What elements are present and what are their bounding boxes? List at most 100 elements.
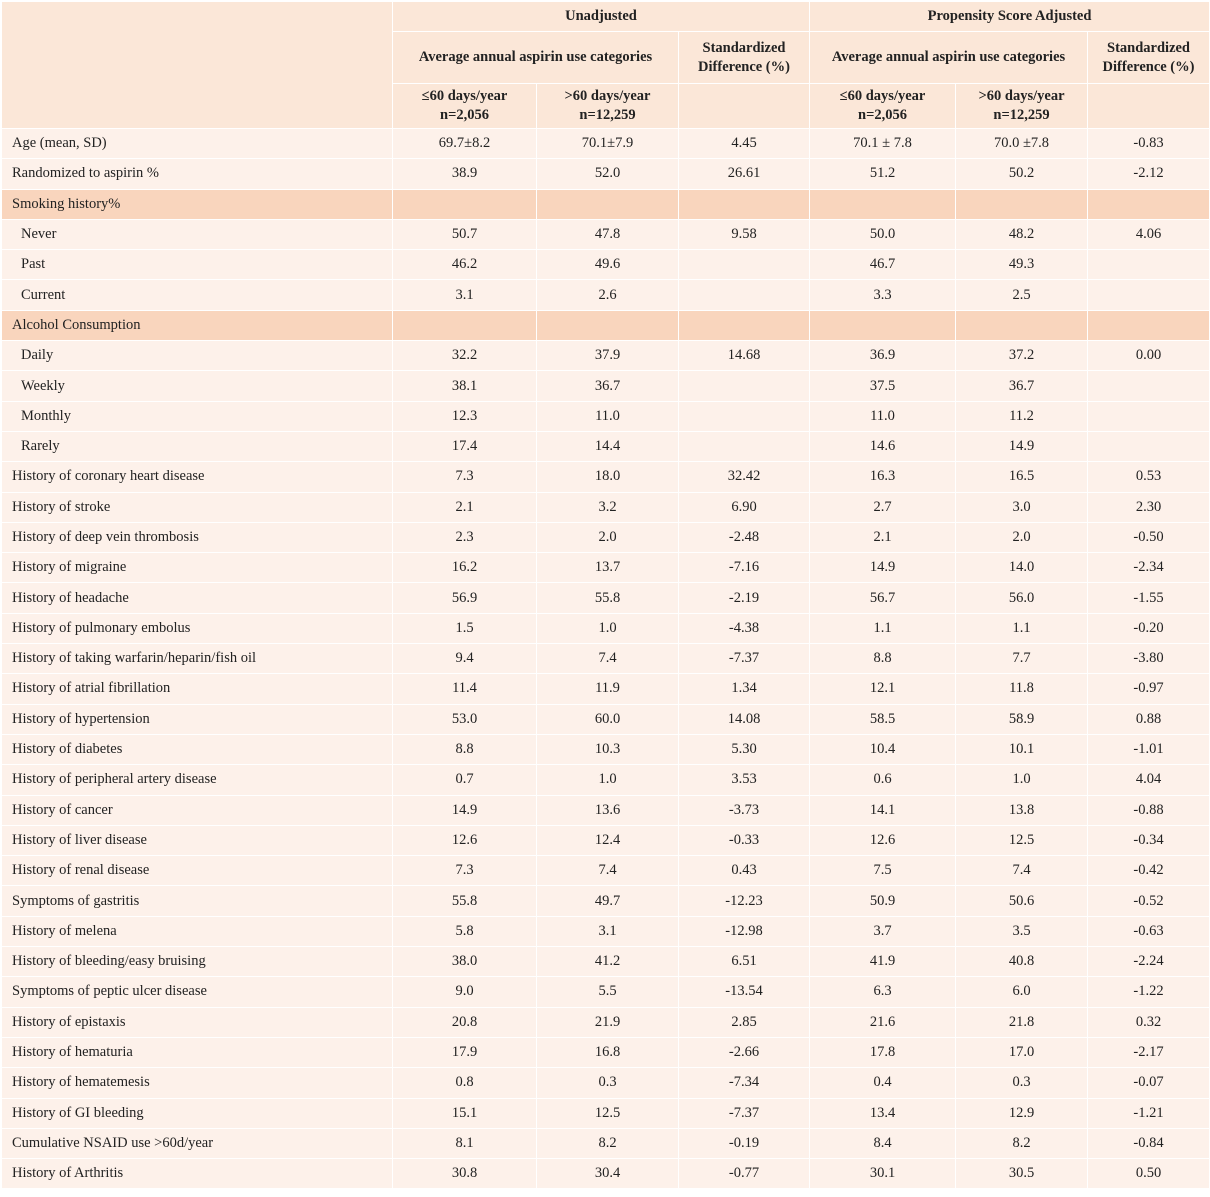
unadjusted-high-use-cell: 12.5 [536,1097,679,1129]
low-use-header-adjusted: ≤60 days/year n=2,056 [809,83,957,129]
unadjusted-high-use-cell: 2.0 [536,521,679,554]
adjusted-low-use-cell: 51.2 [809,158,957,190]
adjusted-low-use-cell: 56.7 [809,582,957,614]
row-label: Current [1,279,393,311]
unadjusted-high-use-cell: 13.7 [536,552,679,584]
unadjusted-low-use-cell: 9.0 [392,976,537,1008]
unadjusted-low-use-cell: 12.3 [392,400,537,432]
unadjusted-std-diff-cell: -2.66 [677,1036,811,1069]
row-label: History of atrial fibrillation [1,673,393,705]
adjusted-low-use-cell: 6.3 [809,976,957,1008]
table-row: Daily 32.2 37.9 14.68 36.9 37.2 0.00 [1,340,1210,372]
adjusted-std-diff-cell: -0.42 [1087,855,1210,887]
adjusted-high-use-cell: 1.0 [955,764,1089,796]
adjusted-low-use-cell: 3.3 [809,279,957,311]
adjusted-std-diff-cell: -0.88 [1087,794,1210,826]
adjusted-std-diff-cell: -0.34 [1087,824,1210,857]
unadjusted-std-diff-cell: 6.90 [677,491,811,523]
unadjusted-std-diff-cell [677,249,811,281]
unadjusted-low-use-cell: 3.1 [392,279,537,311]
adjusted-high-use-cell: 2.0 [955,521,1089,554]
unadjusted-std-diff-cell [677,370,811,402]
table-row: Weekly 38.1 36.7 37.5 36.7 [1,370,1210,402]
adjusted-high-use-cell: 3.0 [955,491,1089,523]
low-use-header-unadjusted: ≤60 days/year n=2,056 [392,83,537,129]
adjusted-std-diff-cell: 0.32 [1087,1006,1210,1038]
header-corner-cell [1,1,393,129]
row-label: History of epistaxis [1,1006,393,1038]
row-label: History of cancer [1,794,393,826]
unadjusted-high-use-cell: 47.8 [536,218,679,251]
row-label: Symptoms of gastritis [1,885,393,917]
row-label: History of peripheral artery disease [1,764,393,796]
adjusted-low-use-cell: 17.8 [809,1036,957,1069]
adjusted-high-use-cell: 8.2 [955,1127,1089,1160]
table-row: History of migraine 16.2 13.7 -7.16 14.9 14.0… [1,552,1210,584]
unadjusted-low-use-cell: 32.2 [392,340,537,372]
adjusted-std-diff-cell: 0.53 [1087,461,1210,493]
table-row: History of atrial fibrillation 11.4 11.9 1.… [1,673,1210,705]
adjusted-std-diff-cell: 0.50 [1087,1158,1210,1190]
high-use-header-unadjusted: >60 days/year n=12,259 [536,83,679,129]
unadjusted-high-use-cell: 2.6 [536,279,679,311]
unadjusted-high-use-cell: 16.8 [536,1036,679,1069]
row-label: History of renal disease [1,855,393,887]
adjusted-low-use-cell: 13.4 [809,1097,957,1129]
adjusted-high-use-cell: 50.6 [955,885,1089,917]
adjusted-std-diff-cell: 4.04 [1087,764,1210,796]
low-use-n: n=2,056 [440,107,489,123]
adjusted-std-diff-cell: -1.21 [1087,1097,1210,1129]
adjusted-std-diff-cell: 0.00 [1087,340,1210,372]
table-row: History of coronary heart disease 7.3 18.0… [1,461,1210,493]
adjusted-low-use-cell: 8.4 [809,1127,957,1160]
unadjusted-std-diff-cell [677,400,811,432]
adjusted-std-diff-cell: -2.17 [1087,1036,1210,1069]
high-use-n: n=12,259 [993,107,1050,123]
unadjusted-low-use-cell: 20.8 [392,1006,537,1038]
adjusted-std-diff-cell [1087,279,1210,311]
unadjusted-low-use-cell: 7.3 [392,461,537,493]
adjusted-std-diff-cell: -0.83 [1087,127,1210,160]
adjusted-std-diff-cell: 0.88 [1087,703,1210,735]
unadjusted-high-use-cell: 14.4 [536,430,679,463]
table-row: History of diabetes 8.8 10.3 5.30 10.4 10.1 -1… [1,733,1210,766]
table-row: History of hematemesis 0.8 0.3 -7.34 0.4 0.3-… [1,1067,1210,1099]
unadjusted-std-diff-cell: -7.34 [677,1067,811,1099]
adjusted-std-diff-cell [1087,188,1210,220]
row-label: Rarely [1,430,393,463]
unadjusted-high-use-cell: 3.1 [536,915,679,948]
unadjusted-std-diff-cell: 9.58 [677,218,811,251]
table-row: Never 50.7 47.8 9.58 50.0 48.2 4.06 [1,218,1210,251]
row-label: History of hematemesis [1,1067,393,1099]
group-header-adjusted: Propensity Score Adjusted [809,1,1210,32]
adjusted-low-use-cell: 41.9 [809,946,957,978]
adjusted-high-use-cell: 58.9 [955,703,1089,735]
unadjusted-low-use-cell: 30.8 [392,1158,537,1190]
adjusted-std-diff-cell: -0.20 [1087,612,1210,645]
unadjusted-std-diff-cell: -0.19 [677,1127,811,1160]
unadjusted-high-use-cell: 0.3 [536,1067,679,1099]
group-header-unadjusted: Unadjusted [391,1,811,32]
unadjusted-high-use-cell: 52.0 [536,158,679,190]
adjusted-low-use-cell: 7.5 [809,855,957,887]
unadjusted-high-use-cell: 41.2 [536,946,679,978]
unadjusted-high-use-cell: 5.5 [536,976,679,1008]
adjusted-std-diff-cell: -0.97 [1087,673,1210,705]
adjusted-std-diff-cell [1087,430,1210,463]
table-header: Unadjusted Propensity Score Adjusted Ave… [1,1,1210,129]
unadjusted-low-use-cell: 12.6 [392,824,537,857]
unadjusted-low-use-cell: 1.5 [392,612,537,645]
adjusted-high-use-cell: 48.2 [955,218,1089,251]
unadjusted-high-use-cell: 7.4 [536,855,679,887]
adjusted-std-diff-cell [1087,370,1210,402]
adjusted-high-use-cell [955,188,1089,220]
unadjusted-low-use-cell: 38.0 [392,946,537,978]
row-label: History of headache [1,582,393,614]
unadjusted-low-use-cell: 0.7 [392,764,537,796]
adjusted-high-use-cell: 13.8 [955,794,1089,826]
unadjusted-std-diff-cell: 14.68 [677,340,811,372]
unadjusted-high-use-cell: 3.2 [536,491,679,523]
adjusted-low-use-cell: 21.6 [809,1006,957,1038]
low-use-label: ≤60 days/year [421,88,508,104]
adjusted-high-use-cell: 0.3 [955,1067,1089,1099]
